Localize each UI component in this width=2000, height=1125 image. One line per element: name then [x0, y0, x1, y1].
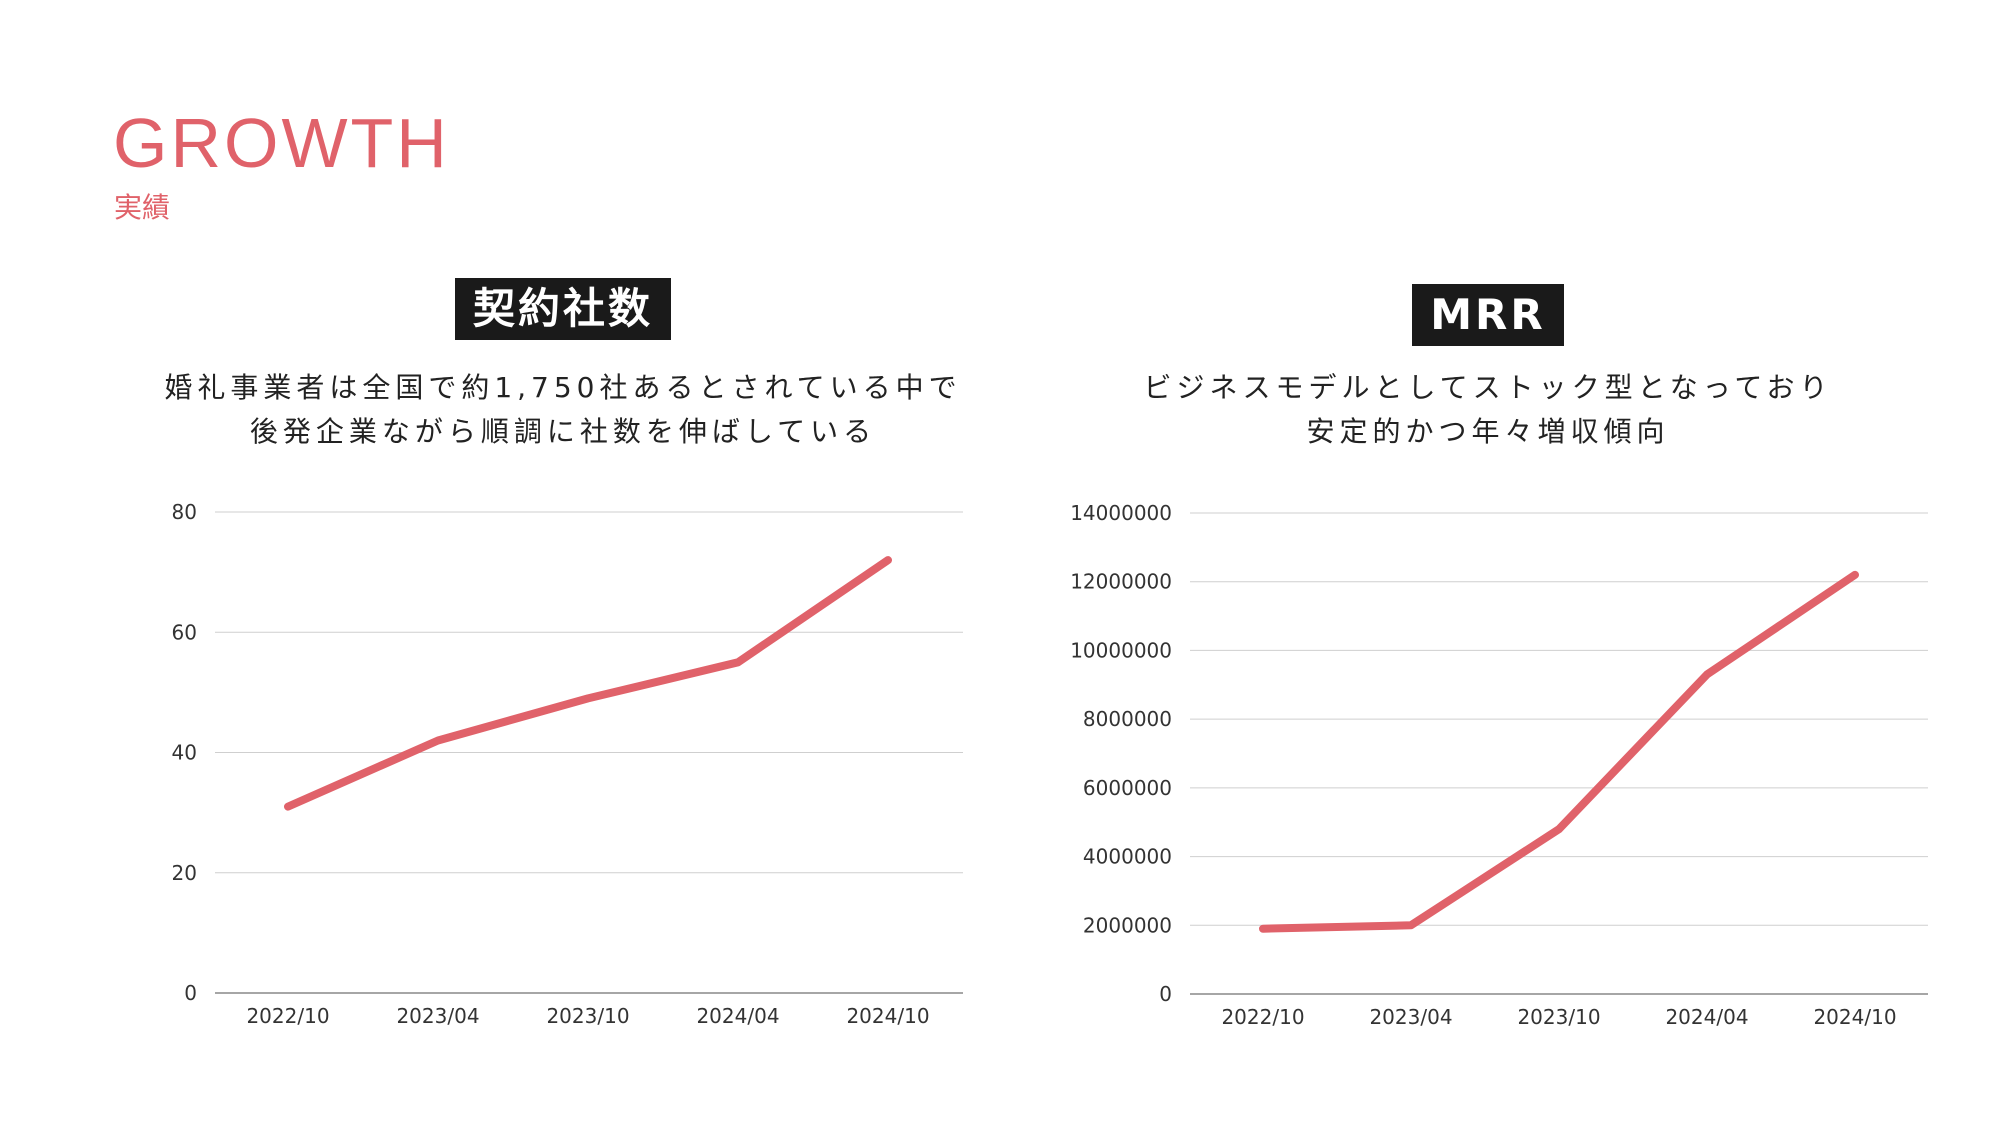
mrr-y-tick-label: 6000000 — [1083, 776, 1172, 800]
mrr-line-chart: 0 2000000 4000000 6000000 8000000 10000000 120… — [1070, 501, 1928, 1029]
mrr-badge: MRR — [1412, 284, 1564, 347]
mrr-panel: MRR ビジネスモデルとしてストック型となっており 安定的かつ年々増収傾向 0 2… — [1058, 0, 1928, 1125]
mrr-x-tick-label: 2023/04 — [1369, 1005, 1452, 1029]
contracts-y-tick-label: 0 — [184, 981, 197, 1005]
contracts-x-tick-label: 2024/04 — [696, 1004, 779, 1028]
page-heading: GROWTH — [113, 104, 450, 182]
mrr-y-tick-label: 2000000 — [1083, 913, 1172, 937]
mrr-y-tick-label: 12000000 — [1070, 570, 1172, 594]
contracts-x-tick-label: 2023/04 — [396, 1004, 479, 1028]
contracts-y-tick-label: 20 — [172, 861, 197, 885]
mrr-x-tick-label: 2023/10 — [1517, 1005, 1600, 1029]
contracts-x-tick-label: 2023/10 — [546, 1004, 629, 1028]
mrr-y-tick-label: 14000000 — [1070, 501, 1172, 525]
mrr-x-tick-label: 2024/10 — [1813, 1005, 1896, 1029]
mrr-y-tick-label: 0 — [1159, 982, 1172, 1006]
contracts-description-line-1: 婚礼事業者は全国で約1,750社あるとされている中で — [164, 371, 962, 404]
mrr-description-line-1: ビジネスモデルとしてストック型となっており — [1143, 371, 1833, 404]
page-subheading: 実績 — [114, 191, 171, 224]
contracts-y-tick-label: 40 — [172, 741, 197, 765]
mrr-y-tick-label: 4000000 — [1083, 845, 1172, 869]
contracts-y-tick-label: 80 — [172, 500, 197, 524]
mrr-x-tick-label: 2024/04 — [1665, 1005, 1748, 1029]
contracts-badge: 契約社数 — [454, 278, 671, 341]
mrr-y-tick-label: 10000000 — [1070, 638, 1172, 662]
contracts-description-line-2: 後発企業ながら順調に社数を伸ばしている — [249, 415, 877, 448]
mrr-description-line-2: 安定的かつ年々増収傾向 — [1306, 415, 1670, 448]
contracts-description: 婚礼事業者は全国で約1,750社あるとされている中で 後発企業ながら順調に社数を… — [133, 366, 993, 454]
mrr-y-tick-label: 8000000 — [1083, 707, 1172, 731]
mrr-x-tick-label: 2022/10 — [1221, 1005, 1304, 1029]
contracts-line-chart: 0 20 40 60 80 2022/10 2023/04 2023/10 2024/04 202… — [172, 500, 963, 1028]
contracts-y-tick-label: 60 — [172, 620, 197, 644]
contracts-x-tick-label: 2022/10 — [246, 1004, 329, 1028]
contracts-x-tick-label: 2024/10 — [846, 1004, 929, 1028]
contracts-series-line — [284, 556, 892, 811]
contracts-panel: 契約社数 婚礼事業者は全国で約1,750社あるとされている中で 後発企業ながら順… — [133, 0, 993, 1125]
mrr-series-line — [1259, 570, 1859, 933]
mrr-description: ビジネスモデルとしてストック型となっており 安定的かつ年々増収傾向 — [1058, 366, 1918, 454]
